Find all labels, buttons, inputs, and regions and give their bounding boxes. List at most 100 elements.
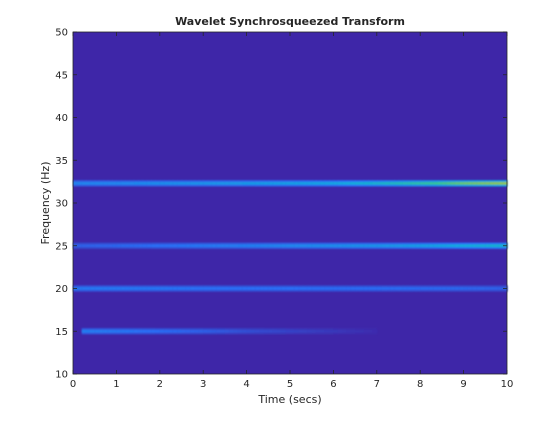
ridge-segment: [255, 287, 261, 290]
ridge-segment: [146, 287, 152, 290]
ridge-segment: [220, 287, 226, 290]
ridge-segment: [194, 329, 200, 333]
ridge-segment: [94, 329, 100, 333]
ridge-segment: [112, 181, 117, 185]
ridge-segment: [133, 287, 139, 290]
ridge-0: [81, 328, 378, 335]
ridge-segment: [90, 287, 96, 290]
ridge-2: [73, 242, 508, 249]
ridge-segment: [415, 181, 421, 185]
ridge-segment: [480, 287, 486, 290]
ridge-segment: [233, 181, 239, 185]
y-tick-label: 45: [55, 70, 68, 81]
ridge-segment: [402, 181, 408, 185]
ridge-segment: [363, 244, 369, 248]
ridge-segment: [376, 329, 378, 333]
ridge-segment: [168, 181, 174, 185]
ridge-segment: [276, 244, 282, 248]
ridge-segment: [485, 287, 491, 290]
ridge-segment: [177, 181, 183, 185]
ridge-segment: [263, 329, 269, 333]
y-tick-label: 35: [55, 156, 68, 167]
ridge-segment: [368, 181, 374, 185]
ridge-segment: [237, 329, 243, 333]
ridge-segment: [311, 287, 317, 290]
ridge-segment: [185, 244, 191, 248]
ridge-segment: [433, 181, 439, 185]
ridge-segment: [480, 181, 486, 185]
ridge-segment: [311, 329, 317, 333]
ridge-segment: [307, 287, 313, 290]
y-tick-label: 40: [55, 113, 68, 124]
ridge-segment: [298, 244, 304, 248]
ridge-segment: [376, 287, 382, 290]
ridge-segment: [129, 244, 135, 248]
ridge-segment: [281, 329, 287, 333]
ridge-segment: [216, 287, 222, 290]
ridge-segment: [198, 329, 204, 333]
ridge-segment: [168, 329, 174, 333]
ridge-segment: [324, 244, 330, 248]
ridge-segment: [268, 287, 274, 290]
y-tick-label: 20: [55, 284, 68, 295]
ridge-segment: [250, 244, 256, 248]
ridge-segment: [389, 244, 395, 248]
ridge-segment: [120, 287, 126, 290]
ridge-segment: [90, 329, 96, 333]
ridge-segment: [120, 329, 126, 333]
ridge-segment: [220, 329, 226, 333]
ridge-segment: [81, 244, 87, 248]
ridge-segment: [229, 287, 235, 290]
ridge-segment: [207, 244, 213, 248]
ridge-segment: [394, 244, 400, 248]
x-tick-label: 3: [200, 379, 206, 390]
ridge-segment: [164, 329, 170, 333]
x-tick-label: 8: [417, 379, 423, 390]
ridge-segment: [498, 244, 504, 248]
ridge-segment: [255, 181, 261, 185]
ridge-segment: [107, 329, 113, 333]
ridge-segment: [185, 181, 191, 185]
ridge-segment: [372, 181, 378, 185]
ridge-segment: [476, 181, 482, 185]
ridge-segment: [381, 287, 387, 290]
ridge-segment: [125, 287, 131, 290]
ridge-segment: [463, 287, 469, 290]
ridge-segment: [73, 181, 78, 185]
ridge-segment: [159, 181, 165, 185]
ridge-segment: [190, 329, 196, 333]
ridge-segment: [355, 287, 361, 290]
ridge-segment: [194, 244, 200, 248]
ridge-segment: [242, 287, 248, 290]
ridge-segment: [250, 287, 256, 290]
ridge-segment: [324, 329, 330, 333]
ridge-segment: [407, 244, 413, 248]
ridge-segment: [211, 287, 217, 290]
ridge-segment: [263, 181, 269, 185]
ridge-segment: [363, 287, 369, 290]
ridge-segment: [368, 244, 374, 248]
ridge-segment: [333, 181, 339, 185]
ridge-segment: [151, 244, 157, 248]
ridge-segment: [441, 181, 447, 185]
ridge-segment: [502, 181, 508, 185]
ridge-segment: [320, 287, 326, 290]
ridge-segment: [355, 181, 361, 185]
ridge-segment: [99, 287, 104, 290]
ridge-segment: [116, 287, 122, 290]
ridge-segment: [116, 244, 122, 248]
ridge-segment: [81, 329, 87, 333]
ridge-segment: [216, 244, 222, 248]
ridge-segment: [285, 181, 291, 185]
ridge-segment: [428, 287, 434, 290]
ridge-segment: [389, 181, 395, 185]
ridge-segment: [112, 329, 117, 333]
ridge-segment: [246, 287, 252, 290]
ridge-segment: [493, 181, 499, 185]
ridge-segment: [142, 287, 148, 290]
ridge-segment: [342, 287, 348, 290]
ridge-segment: [172, 244, 178, 248]
plot-area: [73, 32, 507, 374]
ridge-segment: [281, 181, 287, 185]
ridge-segment: [268, 329, 274, 333]
